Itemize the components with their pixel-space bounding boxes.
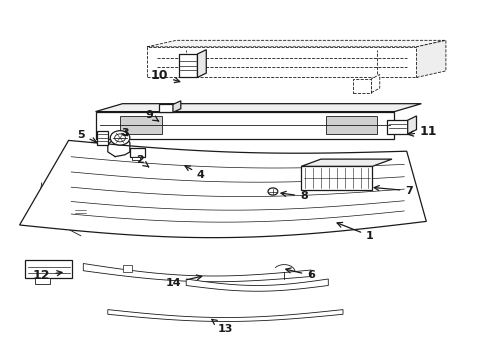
Text: 5: 5 [77,130,97,143]
Text: 1: 1 [337,222,374,241]
Polygon shape [147,47,416,77]
Polygon shape [387,120,408,134]
Polygon shape [301,159,392,166]
Text: 4: 4 [185,166,205,180]
Polygon shape [301,166,372,190]
Polygon shape [147,40,446,47]
Polygon shape [96,104,421,112]
Polygon shape [74,207,87,218]
Text: 6: 6 [286,268,315,280]
Circle shape [268,188,278,195]
Text: 9: 9 [146,110,159,121]
Polygon shape [120,116,162,134]
Polygon shape [108,310,343,321]
Polygon shape [25,260,72,278]
Circle shape [110,131,130,145]
Polygon shape [96,112,394,139]
Polygon shape [83,264,311,282]
Text: 8: 8 [281,191,308,201]
Polygon shape [20,140,426,238]
Circle shape [115,134,125,142]
Polygon shape [371,75,380,93]
Text: 14: 14 [166,275,202,288]
Polygon shape [353,79,371,93]
Polygon shape [197,50,206,77]
Text: 11: 11 [408,125,438,138]
Polygon shape [35,278,50,284]
Text: 7: 7 [374,185,413,196]
Polygon shape [159,104,173,112]
Polygon shape [408,116,416,134]
Text: 12: 12 [33,269,62,282]
Polygon shape [122,265,132,272]
Text: 3: 3 [121,128,129,138]
Polygon shape [97,131,108,145]
Text: 2: 2 [136,155,149,167]
Text: 13: 13 [212,319,233,334]
Polygon shape [326,116,377,134]
Polygon shape [173,101,181,112]
Polygon shape [179,54,197,77]
Text: 10: 10 [150,69,180,82]
Polygon shape [130,148,145,157]
Polygon shape [132,157,140,160]
Polygon shape [416,40,446,77]
Polygon shape [186,279,328,291]
